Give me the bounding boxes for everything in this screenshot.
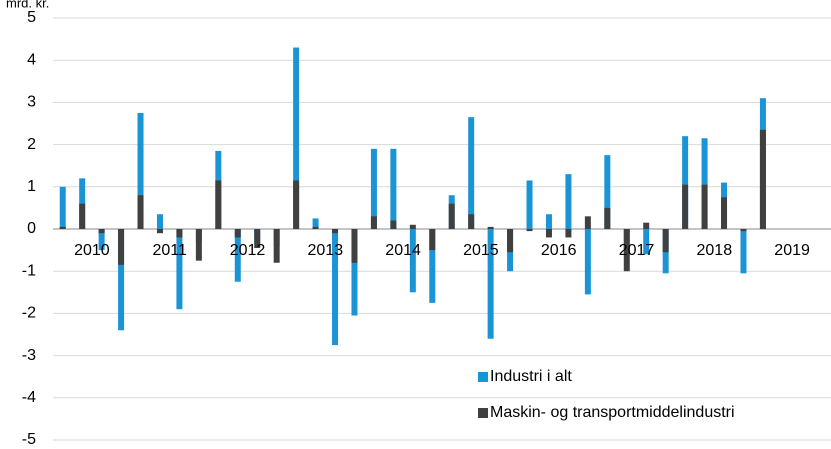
legend-label: Industri i alt <box>490 368 572 385</box>
bar <box>176 229 183 310</box>
bar <box>584 229 591 295</box>
bar <box>390 220 397 229</box>
y-tick-label: 0 <box>27 220 36 237</box>
bar <box>118 229 125 331</box>
bar <box>701 184 708 229</box>
bar <box>293 47 300 229</box>
y-tick-label: -5 <box>22 431 36 444</box>
bar <box>584 216 591 229</box>
bar <box>740 229 747 232</box>
bar <box>293 180 300 229</box>
legend-swatch <box>478 408 488 418</box>
bar <box>370 216 377 229</box>
bar <box>59 226 66 229</box>
bar <box>332 229 339 234</box>
bar <box>79 203 86 229</box>
bar <box>682 184 689 229</box>
bar <box>195 229 202 261</box>
bar <box>429 229 436 303</box>
bar <box>448 203 455 229</box>
x-tick-label: 2013 <box>308 242 344 259</box>
x-tick-label: 2012 <box>230 242 266 259</box>
bar <box>545 214 552 229</box>
legend-label: Maskin- og transportmiddelindustri <box>490 404 735 421</box>
x-tick-label: 2011 <box>152 242 187 259</box>
bar <box>215 180 222 229</box>
bar <box>643 229 650 255</box>
bar <box>643 222 650 229</box>
bar <box>370 148 377 229</box>
y-tick-label: 4 <box>27 51 36 68</box>
bar <box>351 229 358 263</box>
x-tick-label: 2018 <box>697 242 733 259</box>
bar <box>682 136 689 229</box>
bar <box>604 207 611 229</box>
bar <box>623 229 630 272</box>
bar <box>59 186 66 229</box>
x-tick-label: 2015 <box>463 242 499 259</box>
x-tick-label: 2017 <box>619 242 655 259</box>
bar <box>156 214 163 229</box>
bar <box>545 229 552 238</box>
y-axis-label: mrd. kr. <box>6 0 49 10</box>
bar <box>118 229 125 265</box>
y-tick-label: -2 <box>22 305 36 322</box>
bar <box>662 229 669 253</box>
y-tick-label: -3 <box>22 347 36 364</box>
x-tick-label: 2010 <box>74 242 110 259</box>
bar <box>721 197 728 229</box>
bar <box>312 226 319 229</box>
bar <box>156 229 163 234</box>
y-tick-label: -1 <box>22 262 36 279</box>
bar <box>234 229 241 282</box>
legend-swatch <box>478 372 488 382</box>
bar <box>487 226 494 229</box>
bar <box>507 229 514 253</box>
x-tick-label: 2019 <box>774 242 810 259</box>
bar <box>565 174 572 229</box>
bar <box>604 155 611 229</box>
bar <box>487 229 494 339</box>
bar <box>351 229 358 316</box>
bar <box>137 195 144 229</box>
x-tick-label: 2016 <box>541 242 577 259</box>
bar <box>740 229 747 274</box>
y-tick-label: 2 <box>27 136 36 153</box>
bar <box>176 229 183 238</box>
bar <box>98 229 105 251</box>
y-tick-label: 1 <box>27 178 36 195</box>
bar <box>468 214 475 229</box>
bar <box>701 138 708 229</box>
bar <box>137 112 144 229</box>
bar <box>98 229 105 234</box>
bar <box>759 129 766 229</box>
bar <box>273 229 280 263</box>
bar <box>312 218 319 229</box>
bar <box>409 224 416 229</box>
bar <box>468 117 475 229</box>
bar <box>526 180 533 229</box>
bar <box>390 148 397 229</box>
x-tick-label: 2014 <box>385 242 421 259</box>
bar <box>234 229 241 238</box>
bar <box>409 229 416 293</box>
bar <box>332 229 339 346</box>
bar <box>429 229 436 251</box>
bar <box>254 229 261 248</box>
bar <box>565 229 572 238</box>
y-tick-label: -4 <box>22 389 36 406</box>
bar <box>526 229 533 232</box>
y-tick-label: 3 <box>27 94 36 111</box>
y-tick-label: 5 <box>27 9 36 26</box>
